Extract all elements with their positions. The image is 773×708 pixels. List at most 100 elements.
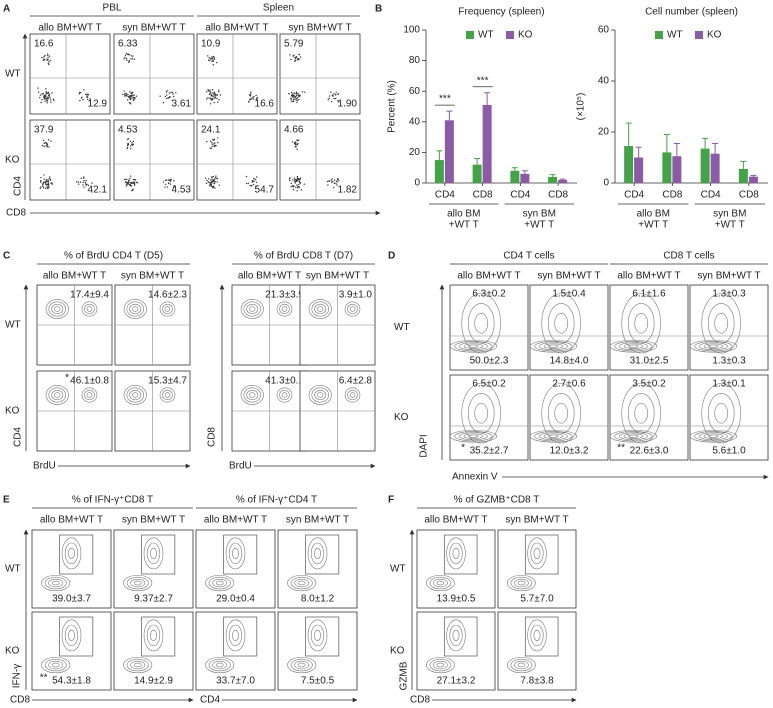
event-dot bbox=[251, 181, 254, 183]
event-dot bbox=[172, 186, 175, 188]
event-dot bbox=[292, 100, 295, 103]
contour bbox=[225, 537, 246, 570]
event-dot bbox=[129, 177, 131, 180]
contour bbox=[287, 656, 317, 674]
event-dot bbox=[337, 179, 340, 182]
event-dot bbox=[135, 181, 138, 184]
significance: * bbox=[461, 443, 465, 454]
event-dot bbox=[47, 96, 49, 98]
event-dot bbox=[213, 57, 216, 60]
contour bbox=[290, 576, 313, 590]
event-dot bbox=[130, 55, 133, 57]
contour bbox=[86, 392, 93, 398]
event-dot bbox=[126, 146, 129, 149]
group-label: syn BM bbox=[523, 209, 556, 220]
event-dot bbox=[250, 91, 252, 93]
contour bbox=[463, 433, 484, 439]
event-dot bbox=[291, 100, 294, 103]
event-dot bbox=[298, 99, 300, 101]
contour bbox=[51, 303, 64, 315]
event-dot bbox=[47, 58, 49, 61]
contour bbox=[426, 574, 455, 592]
event-dot bbox=[131, 93, 133, 95]
event-dot bbox=[296, 139, 298, 141]
event-dot bbox=[289, 179, 291, 182]
percent-value: 6.5±0.2 bbox=[472, 379, 506, 390]
contour bbox=[123, 656, 153, 674]
contour bbox=[123, 385, 147, 405]
event-dot bbox=[46, 98, 48, 100]
event-dot bbox=[127, 138, 130, 140]
event-dot bbox=[132, 55, 134, 57]
event-dot bbox=[296, 96, 299, 99]
event-dot bbox=[294, 182, 296, 184]
event-dot bbox=[331, 178, 333, 180]
event-dot bbox=[212, 180, 214, 183]
flow-plot bbox=[113, 119, 195, 201]
event-dot bbox=[250, 95, 252, 97]
event-dot bbox=[49, 176, 51, 178]
event-dot bbox=[330, 91, 332, 93]
event-dot bbox=[210, 184, 213, 186]
event-dot bbox=[206, 179, 208, 182]
event-dot bbox=[45, 142, 48, 145]
contour bbox=[527, 537, 547, 570]
event-dot bbox=[48, 55, 51, 57]
bar bbox=[738, 168, 748, 183]
contour bbox=[689, 339, 738, 353]
contour bbox=[281, 306, 288, 312]
contour bbox=[707, 303, 735, 344]
error-bar bbox=[549, 174, 556, 177]
quadrant-value: 4.53 bbox=[172, 185, 192, 196]
contour bbox=[627, 393, 655, 434]
column-label: syn BM+WT T bbox=[121, 271, 184, 282]
event-dot bbox=[44, 54, 46, 57]
contour bbox=[215, 580, 224, 586]
event-dot bbox=[134, 179, 137, 181]
x-axis-label: CD8 bbox=[10, 695, 30, 706]
column-label: syn BM+WT T bbox=[122, 515, 185, 526]
y-axis-label: CD4 bbox=[13, 176, 24, 196]
event-dot bbox=[39, 187, 41, 189]
event-dot bbox=[133, 94, 135, 96]
event-dot bbox=[209, 92, 212, 94]
event-dot bbox=[296, 177, 299, 179]
event-dot bbox=[85, 183, 87, 185]
event-dot bbox=[290, 58, 292, 61]
contour bbox=[48, 578, 64, 588]
column-label: allo BM+WT T bbox=[205, 23, 268, 34]
event-dot bbox=[42, 186, 45, 189]
y-axis-label: CD4 bbox=[13, 427, 24, 447]
event-dot bbox=[212, 186, 215, 188]
contour bbox=[150, 629, 157, 641]
event-dot bbox=[48, 93, 51, 96]
column-label: allo BM+WT T bbox=[457, 271, 520, 282]
set-header: % of GZMB⁺CD8 T bbox=[454, 495, 540, 506]
gate bbox=[223, 616, 258, 657]
error-bar bbox=[635, 146, 642, 158]
event-dot bbox=[43, 96, 46, 98]
event-dot bbox=[162, 181, 165, 183]
event-dot bbox=[42, 139, 45, 142]
event-dot bbox=[83, 89, 85, 91]
event-dot bbox=[291, 93, 293, 95]
event-dot bbox=[209, 89, 211, 91]
event-dot bbox=[125, 57, 128, 60]
event-dot bbox=[169, 95, 171, 98]
event-dot bbox=[294, 178, 296, 181]
event-dot bbox=[300, 189, 303, 191]
event-dot bbox=[131, 97, 133, 100]
row-label: WT bbox=[5, 69, 21, 80]
event-dot bbox=[336, 184, 338, 186]
legend-swatch bbox=[695, 31, 703, 39]
contour bbox=[459, 432, 488, 441]
contour bbox=[294, 578, 310, 588]
contour bbox=[514, 578, 529, 588]
event-dot bbox=[210, 179, 212, 181]
event-dot bbox=[40, 176, 42, 179]
contour bbox=[84, 303, 95, 315]
contour bbox=[243, 301, 261, 317]
event-dot bbox=[297, 94, 299, 96]
event-dot bbox=[293, 92, 296, 94]
event-dot bbox=[89, 99, 91, 102]
